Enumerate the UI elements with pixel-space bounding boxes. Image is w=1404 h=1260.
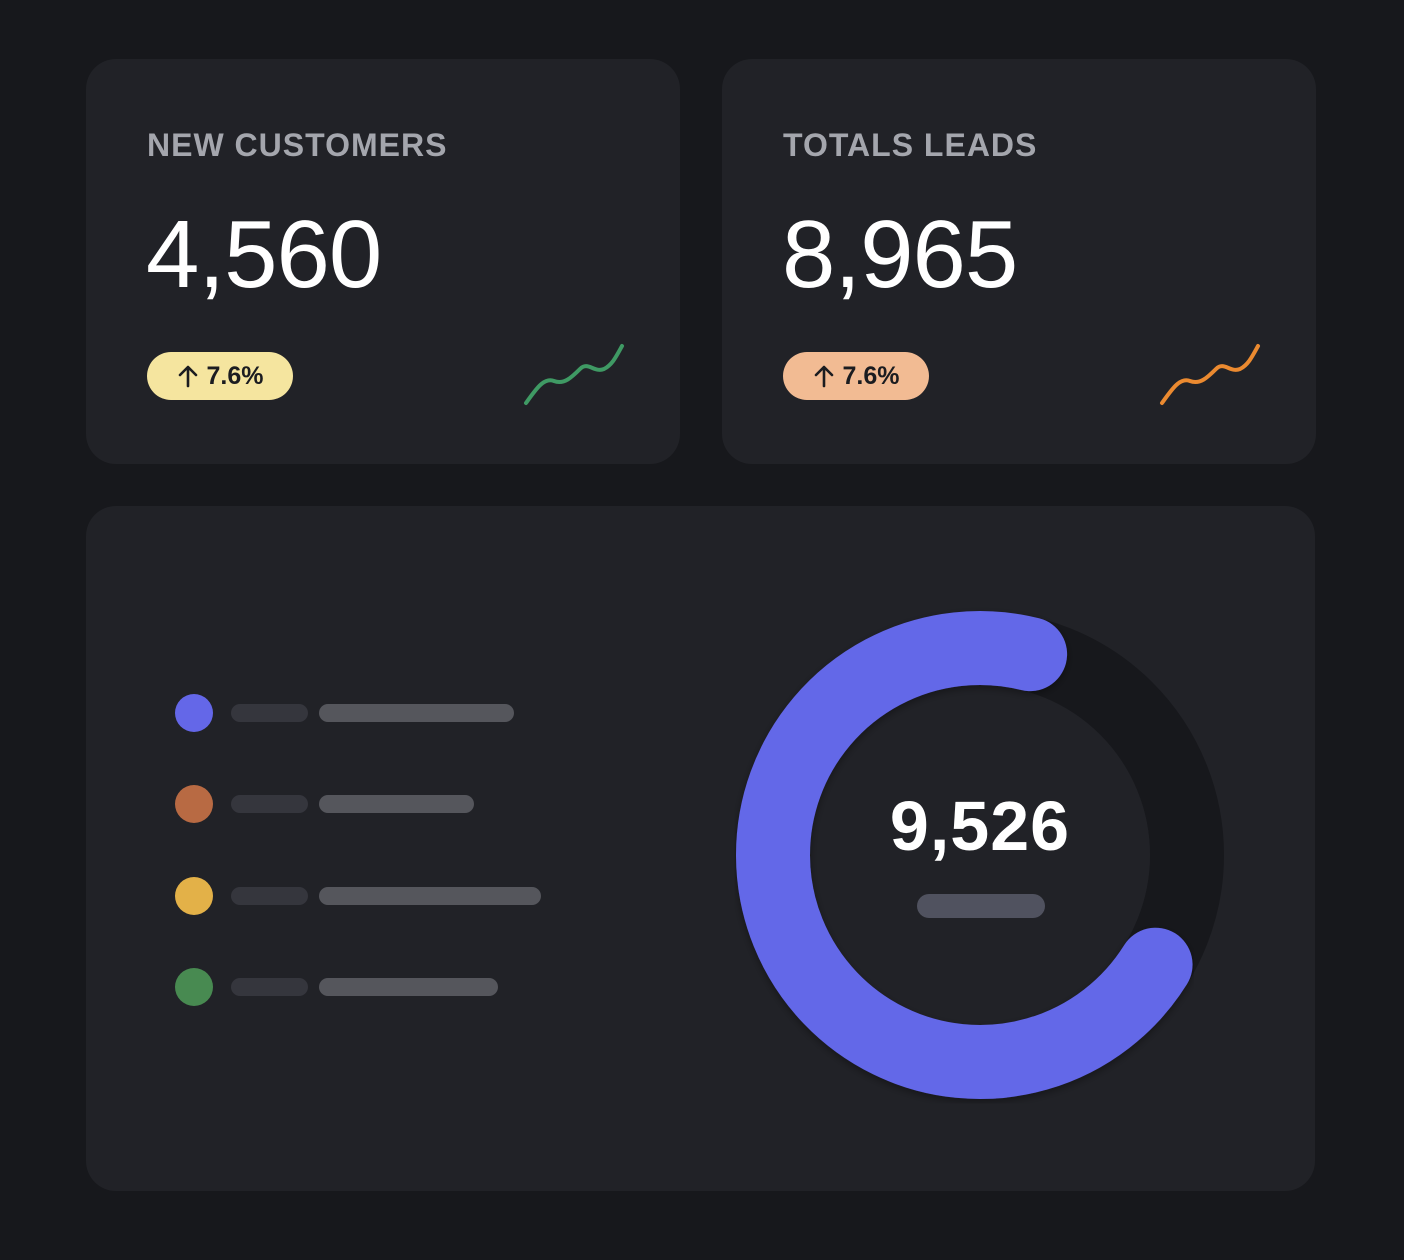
card-title: NEW CUSTOMERS bbox=[147, 127, 448, 163]
trend-sparkline-icon bbox=[1160, 344, 1260, 405]
legend-item bbox=[175, 693, 555, 733]
legend-value-placeholder bbox=[319, 795, 474, 813]
legend-value-placeholder bbox=[319, 887, 541, 905]
arrow-up-icon bbox=[178, 365, 197, 388]
donut-label-placeholder bbox=[917, 894, 1045, 918]
donut-arc bbox=[736, 611, 1193, 1099]
card-title: TOTALS LEADS bbox=[783, 127, 1038, 163]
change-badge: 7.6% bbox=[783, 352, 929, 400]
legend-dot bbox=[175, 785, 213, 823]
legend-item bbox=[175, 967, 555, 1007]
card-value: 4,560 bbox=[146, 201, 382, 308]
card-value: 8,965 bbox=[782, 201, 1018, 308]
legend-label-placeholder bbox=[231, 795, 308, 813]
donut-chart-card[interactable]: 9,526 bbox=[86, 506, 1315, 1191]
legend-item bbox=[175, 784, 555, 824]
change-badge: 7.6% bbox=[147, 352, 293, 400]
legend-dot bbox=[175, 968, 213, 1006]
legend-label-placeholder bbox=[231, 704, 308, 722]
arrow-up-icon bbox=[814, 365, 833, 388]
legend-label-placeholder bbox=[231, 887, 308, 905]
legend-dot bbox=[175, 694, 213, 732]
legend-dot bbox=[175, 877, 213, 915]
total-leads-card[interactable]: TOTALS LEADS 8,965 7.6% bbox=[722, 59, 1316, 464]
legend-label-placeholder bbox=[231, 978, 308, 996]
legend-value-placeholder bbox=[319, 704, 514, 722]
new-customers-card[interactable]: NEW CUSTOMERS 4,560 7.6% bbox=[86, 59, 680, 464]
change-value: 7.6% bbox=[842, 361, 900, 390]
donut-hole bbox=[810, 685, 1150, 1025]
trend-sparkline-icon bbox=[524, 344, 624, 405]
legend-value-placeholder bbox=[319, 978, 498, 996]
donut-chart bbox=[736, 611, 1224, 1099]
legend-item bbox=[175, 876, 555, 916]
change-value: 7.6% bbox=[206, 361, 264, 390]
donut-total-value: 9,526 bbox=[889, 787, 1071, 865]
